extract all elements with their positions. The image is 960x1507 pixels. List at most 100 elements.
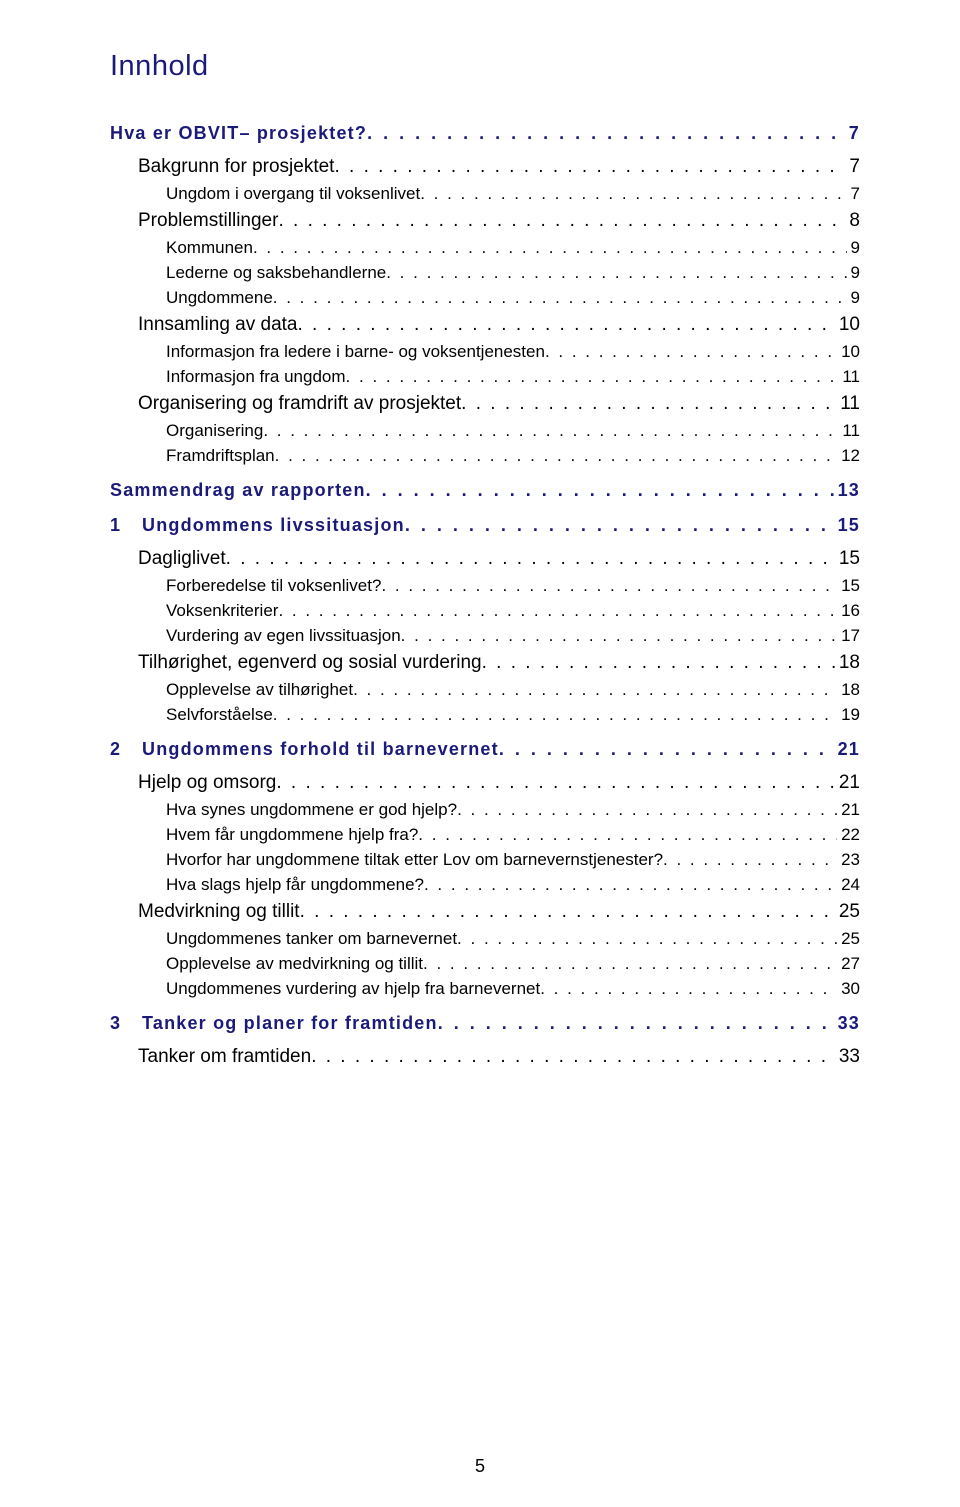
toc-entry-label: Dagliglivet [138, 548, 226, 570]
toc-entry-page: 10 [837, 342, 860, 362]
toc-leader-dots: . . . . . . . . . . . . . . . . . . . . … [499, 739, 834, 760]
toc-heading-2: Dagliglivet. . . . . . . . . . . . . . .… [110, 548, 860, 570]
toc-leader-dots: . . . . . . . . . . . . . . . . . . . . … [353, 680, 837, 700]
toc-heading-2: Organisering og framdrift av prosjektet.… [110, 393, 860, 415]
toc-entry-page: 7 [847, 184, 860, 204]
toc-entry-page: 15 [834, 515, 860, 536]
toc-heading-3: Selvforståelse. . . . . . . . . . . . . … [110, 705, 860, 725]
toc-leader-dots: . . . . . . . . . . . . . . . . . . . . … [334, 156, 845, 178]
toc-heading-2: Tilhørighet, egenverd og sosial vurderin… [110, 652, 860, 674]
toc-heading-3: Opplevelse av tilhørighet. . . . . . . .… [110, 680, 860, 700]
toc-entry-page: 21 [837, 800, 860, 820]
toc-heading-2: Bakgrunn for prosjektet. . . . . . . . .… [110, 156, 860, 178]
toc-entry-page: 7 [845, 156, 860, 178]
toc-leader-dots: . . . . . . . . . . . . . . . . . . . . … [226, 548, 835, 570]
toc-entry-page: 9 [847, 288, 860, 308]
toc-heading-3: Ungdom i overgang til voksenlivet. . . .… [110, 184, 860, 204]
toc-entry-page: 25 [837, 929, 860, 949]
toc-entry-number: 1 [110, 515, 142, 536]
toc-entry-label: Selvforståelse [166, 705, 273, 725]
toc-leader-dots: . . . . . . . . . . . . . . . . . . . . … [278, 601, 837, 621]
toc-entry-label: Tilhørighet, egenverd og sosial vurderin… [138, 652, 482, 674]
toc-entry-label: Lederne og saksbehandlerne [166, 263, 386, 283]
toc-entry-label: Problemstillinger [138, 210, 278, 232]
toc-entry-label: Informasjon fra ledere i barne- og vokse… [166, 342, 545, 362]
toc-entry-label: Organisering og framdrift av prosjektet [138, 393, 461, 415]
toc-leader-dots: . . . . . . . . . . . . . . . . . . . . … [545, 342, 837, 362]
toc-heading-3: Ungdommene. . . . . . . . . . . . . . . … [110, 288, 860, 308]
toc-heading-2: Hjelp og omsorg. . . . . . . . . . . . .… [110, 772, 860, 794]
toc-entry-label: Hva synes ungdommene er god hjelp? [166, 800, 457, 820]
toc-heading-2: Problemstillinger. . . . . . . . . . . .… [110, 210, 860, 232]
toc-heading-1: Sammendrag av rapporten. . . . . . . . .… [110, 480, 860, 501]
toc-entry-page: 18 [837, 680, 860, 700]
toc-heading-3: Voksenkriterier. . . . . . . . . . . . .… [110, 601, 860, 621]
toc-entry-page: 11 [838, 367, 860, 387]
toc-entry-label: Ungdommenes vurdering av hjelp fra barne… [166, 979, 540, 999]
toc-entry-label: Innsamling av data [138, 314, 298, 336]
toc-heading-1: 3Tanker og planer for framtiden. . . . .… [110, 1013, 860, 1034]
toc-entry-page: 7 [845, 123, 860, 144]
toc-leader-dots: . . . . . . . . . . . . . . . . . . . . … [311, 1046, 835, 1068]
toc-leader-dots: . . . . . . . . . . . . . . . . . . . . … [457, 929, 837, 949]
toc-entry-page: 13 [834, 480, 860, 501]
toc-entry-page: 17 [837, 626, 860, 646]
toc-leader-dots: . . . . . . . . . . . . . . . . . . . . … [424, 875, 837, 895]
toc-entry-page: 9 [847, 263, 860, 283]
toc-heading-1: 1Ungdommens livssituasjon. . . . . . . .… [110, 515, 860, 536]
toc-leader-dots: . . . . . . . . . . . . . . . . . . . . … [482, 652, 835, 674]
page-number: 5 [0, 1456, 960, 1477]
toc-leader-dots: . . . . . . . . . . . . . . . . . . . . … [418, 825, 837, 845]
toc-heading-1: Hva er OBVIT– prosjektet?. . . . . . . .… [110, 123, 860, 144]
toc-entry-label: Tanker og planer for framtiden [142, 1013, 438, 1034]
toc-entry-label: Organisering [166, 421, 263, 441]
toc-entry-page: 15 [835, 548, 860, 570]
toc-heading-3: Hvem får ungdommene hjelp fra?. . . . . … [110, 825, 860, 845]
toc-title: Innhold [110, 50, 860, 83]
toc-entry-label: Hvorfor har ungdommene tiltak etter Lov … [166, 850, 663, 870]
toc-entry-page: 15 [837, 576, 860, 596]
toc-entry-label: Ungdommenes tanker om barnevernet [166, 929, 457, 949]
toc-leader-dots: . . . . . . . . . . . . . . . . . . . . … [273, 705, 837, 725]
toc-leader-dots: . . . . . . . . . . . . . . . . . . . . … [300, 901, 835, 923]
toc-heading-3: Forberedelse til voksenlivet?. . . . . .… [110, 576, 860, 596]
toc-entry-page: 33 [835, 1046, 860, 1068]
toc-entry-page: 21 [835, 772, 860, 794]
toc-heading-1: 2Ungdommens forhold til barnevernet. . .… [110, 739, 860, 760]
toc-leader-dots: . . . . . . . . . . . . . . . . . . . . … [405, 515, 834, 536]
toc-entry-page: 21 [834, 739, 860, 760]
toc-leader-dots: . . . . . . . . . . . . . . . . . . . . … [366, 480, 834, 501]
toc-heading-3: Opplevelse av medvirkning og tillit. . .… [110, 954, 860, 974]
toc-entry-label: Informasjon fra ungdom [166, 367, 346, 387]
toc-leader-dots: . . . . . . . . . . . . . . . . . . . . … [381, 576, 837, 596]
toc-entry-page: 22 [837, 825, 860, 845]
toc-leader-dots: . . . . . . . . . . . . . . . . . . . . … [420, 184, 846, 204]
toc-entry-label: Ungdommens livssituasjon [142, 515, 405, 536]
toc-heading-3: Kommunen. . . . . . . . . . . . . . . . … [110, 238, 860, 258]
toc-entry-label: Forberedelse til voksenlivet? [166, 576, 381, 596]
toc-heading-3: Hvorfor har ungdommene tiltak etter Lov … [110, 850, 860, 870]
toc-heading-2: Tanker om framtiden. . . . . . . . . . .… [110, 1046, 860, 1068]
toc-leader-dots: . . . . . . . . . . . . . . . . . . . . … [367, 123, 845, 144]
toc-entry-page: 16 [837, 601, 860, 621]
toc-leader-dots: . . . . . . . . . . . . . . . . . . . . … [276, 772, 835, 794]
toc-entry-page: 11 [838, 421, 860, 441]
toc-heading-3: Ungdommenes vurdering av hjelp fra barne… [110, 979, 860, 999]
toc-entry-label: Vurdering av egen livssituasjon [166, 626, 401, 646]
page-container: Innhold Hva er OBVIT– prosjektet?. . . .… [0, 0, 960, 1507]
toc-entry-page: 11 [836, 393, 860, 415]
toc-heading-2: Medvirkning og tillit. . . . . . . . . .… [110, 901, 860, 923]
toc-entry-page: 8 [845, 210, 860, 232]
toc-entry-label: Bakgrunn for prosjektet [138, 156, 334, 178]
toc-entry-label: Hva er OBVIT– prosjektet? [110, 123, 367, 144]
toc-heading-3: Hva synes ungdommene er god hjelp?. . . … [110, 800, 860, 820]
toc-leader-dots: . . . . . . . . . . . . . . . . . . . . … [540, 979, 837, 999]
toc-heading-3: Lederne og saksbehandlerne. . . . . . . … [110, 263, 860, 283]
toc-entry-page: 27 [837, 954, 860, 974]
toc-entry-page: 18 [835, 652, 860, 674]
toc-leader-dots: . . . . . . . . . . . . . . . . . . . . … [275, 446, 837, 466]
toc-entry-page: 25 [835, 901, 860, 923]
toc-entry-label: Tanker om framtiden [138, 1046, 311, 1068]
toc-leader-dots: . . . . . . . . . . . . . . . . . . . . … [386, 263, 846, 283]
toc-heading-3: Informasjon fra ledere i barne- og vokse… [110, 342, 860, 362]
